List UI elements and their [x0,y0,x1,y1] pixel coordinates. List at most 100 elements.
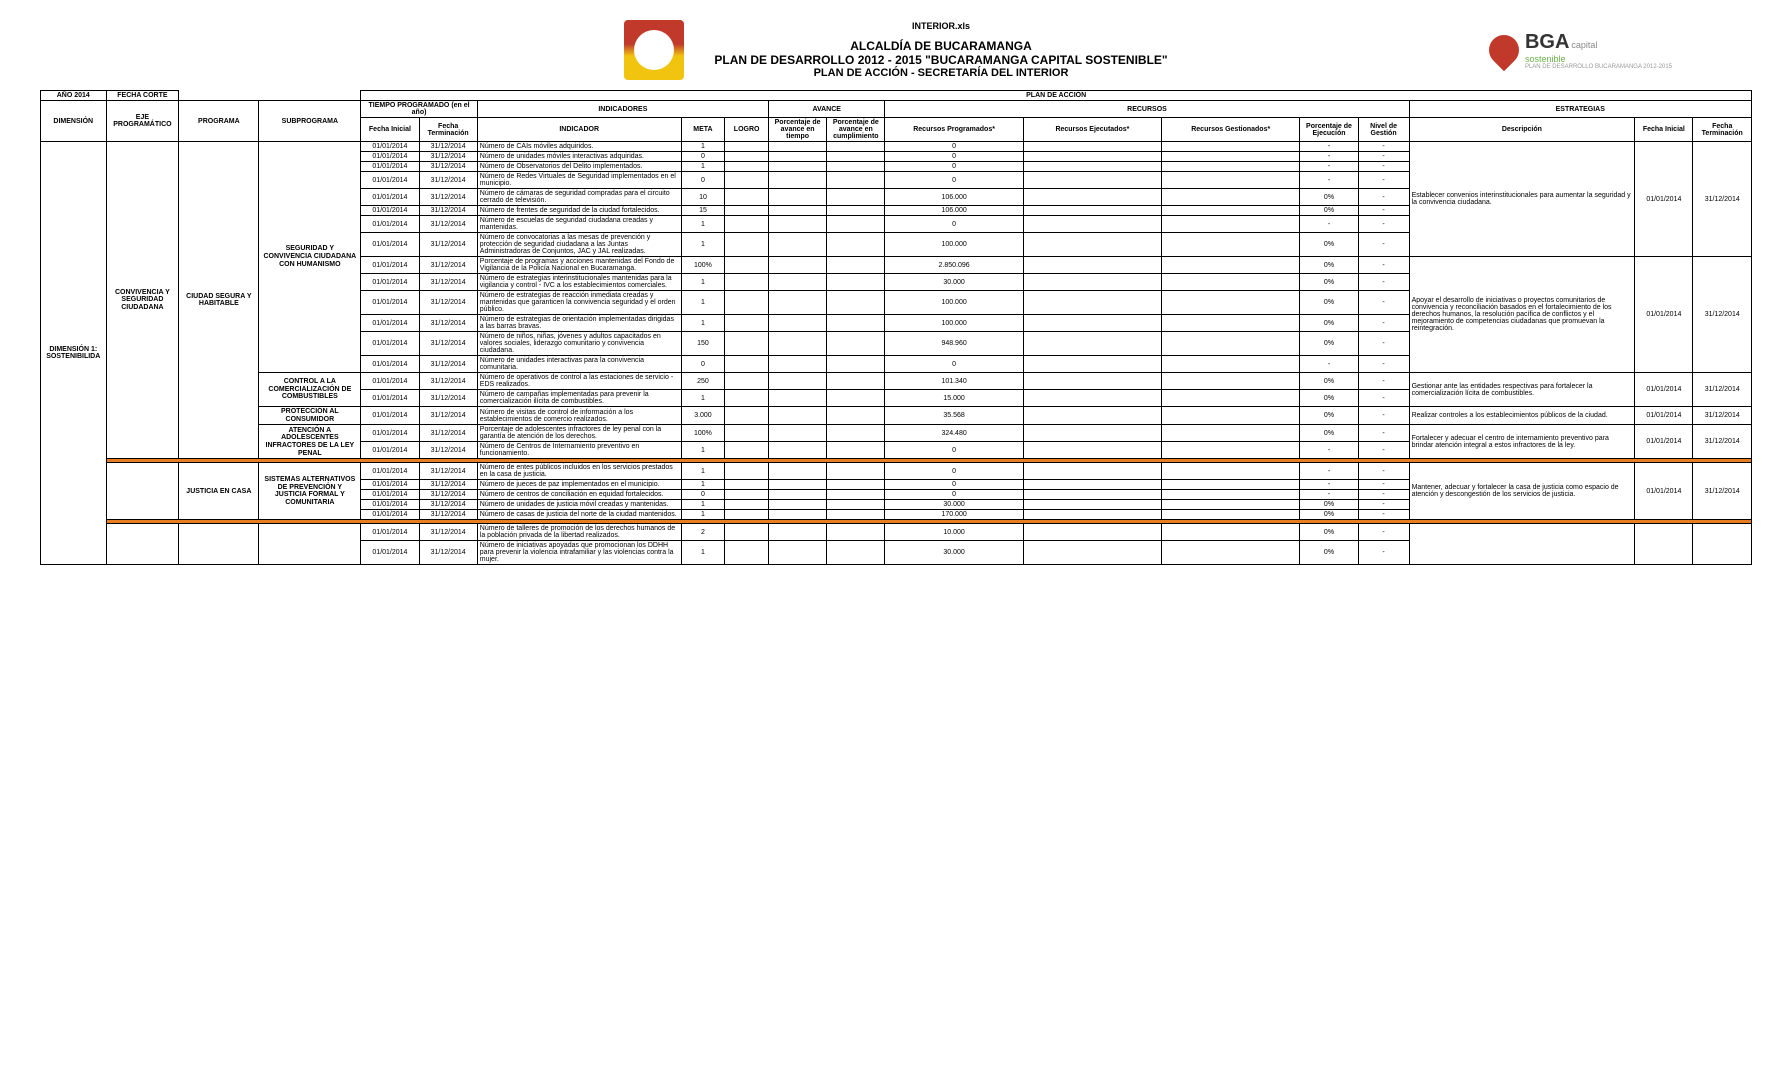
fecha-final: 31/12/2014 [419,407,477,425]
rec-prog-cell: 30.000 [885,500,1023,510]
meta-cell: 1 [681,510,725,520]
pct-ejec-cell: 0% [1300,373,1358,390]
indicador-cell: Número de entes públicos incluidos en lo… [477,463,681,480]
pct-tiempo-cell [768,425,826,442]
rec-gest-cell [1162,233,1300,257]
pct-cump-cell [827,425,885,442]
fecha-inicial: 01/01/2014 [361,356,419,373]
h-subprograma: SUBPROGRAMA [259,101,361,142]
h-efi: Fecha Inicial [1635,118,1693,142]
pct-tiempo-cell [768,216,826,233]
nivel-gest-cell: - [1358,356,1409,373]
rec-prog-cell: 30.000 [885,274,1023,291]
estrategia-desc: Fortalecer y adecuar el centro de intern… [1409,425,1635,459]
meta-cell: 100% [681,425,725,442]
pct-cump-cell [827,390,885,407]
logro-cell [725,152,769,162]
logro-cell [725,407,769,425]
rec-ejec-cell [1023,189,1161,206]
pct-ejec-cell: - [1300,463,1358,480]
meta-cell: 0 [681,356,725,373]
rec-gest-cell [1162,162,1300,172]
fecha-final: 31/12/2014 [419,500,477,510]
fecha-final: 31/12/2014 [419,490,477,500]
pct-tiempo-cell [768,500,826,510]
logro-cell [725,172,769,189]
pct-cump-cell [827,206,885,216]
pct-tiempo-cell [768,162,826,172]
dimension-cell: DIMENSIÓN 1: SOSTENIBILIDA [41,142,107,565]
indicador-cell: Número de centros de conciliación en equ… [477,490,681,500]
meta-cell: 1 [681,500,725,510]
rec-gest-cell [1162,390,1300,407]
title-line-3: PLAN DE ACCIÓN - SECRETARÍA DEL INTERIOR [714,67,1167,79]
estrategia-desc: Apoyar el desarrollo de iniciativas o pr… [1409,257,1635,373]
estrategia-fi: 01/01/2014 [1635,407,1693,425]
pct-tiempo-cell [768,480,826,490]
rec-prog-cell: 0 [885,142,1023,152]
estrategia-ff: 31/12/2014 [1693,142,1752,257]
h-ano: AÑO 2014 [41,91,107,101]
pct-ejec-cell: - [1300,172,1358,189]
indicador-cell: Número de iniciativas apoyadas que promo… [477,541,681,565]
fecha-inicial: 01/01/2014 [361,189,419,206]
fecha-inicial: 01/01/2014 [361,315,419,332]
nivel-gest-cell: - [1358,257,1409,274]
fecha-inicial: 01/01/2014 [361,510,419,520]
rec-ejec-cell [1023,480,1161,490]
indicador-cell: Número de casas de justicia del norte de… [477,510,681,520]
meta-cell: 1 [681,233,725,257]
meta-cell: 15 [681,206,725,216]
bga-sub2: sostenible [1525,54,1566,64]
fecha-inicial: 01/01/2014 [361,407,419,425]
h-programa: PROGRAMA [179,101,259,142]
h-pct-tiempo: Porcentaje de avance en tiempo [768,118,826,142]
meta-cell: 1 [681,142,725,152]
rec-gest-cell [1162,274,1300,291]
pct-tiempo-cell [768,315,826,332]
rec-ejec-cell [1023,291,1161,315]
nivel-gest-cell: - [1358,541,1409,565]
fecha-final: 31/12/2014 [419,332,477,356]
meta-cell: 1 [681,274,725,291]
indicador-cell: Número de unidades interactivas para la … [477,356,681,373]
rec-ejec-cell [1023,463,1161,480]
table-header: AÑO 2014 FECHA CORTE PLAN DE ACCIÓN DIME… [41,91,1752,142]
pct-cump-cell [827,442,885,459]
logro-cell [725,315,769,332]
rec-gest-cell [1162,172,1300,189]
h-eje: EJE PROGRAMÁTICO [106,101,179,142]
h-indicador: INDICADOR [477,118,681,142]
rec-prog-cell: 2.850.096 [885,257,1023,274]
fecha-inicial: 01/01/2014 [361,172,419,189]
fecha-inicial: 01/01/2014 [361,490,419,500]
rec-gest-cell [1162,332,1300,356]
pct-cump-cell [827,332,885,356]
rec-prog-cell: 101.340 [885,373,1023,390]
fecha-final: 31/12/2014 [419,442,477,459]
indicador-cell: Número de Centros de Internamiento preve… [477,442,681,459]
indicador-cell: Número de operativos de control a las es… [477,373,681,390]
fecha-inicial: 01/01/2014 [361,332,419,356]
fecha-final: 31/12/2014 [419,189,477,206]
rec-gest-cell [1162,216,1300,233]
meta-cell: 250 [681,373,725,390]
title-block: INTERIOR.xls ALCALDÍA DE BUCARAMANGA PLA… [714,21,1167,79]
rec-gest-cell [1162,142,1300,152]
rec-ejec-cell [1023,390,1161,407]
fecha-final: 31/12/2014 [419,373,477,390]
table-row: PROTECCIÓN AL CONSUMIDOR01/01/201431/12/… [41,407,1752,425]
rec-gest-cell [1162,490,1300,500]
h-ff: Fecha Terminación [419,118,477,142]
logro-cell [725,524,769,541]
meta-cell: 1 [681,480,725,490]
pct-ejec-cell: - [1300,162,1358,172]
pct-ejec-cell: 0% [1300,407,1358,425]
pct-cump-cell [827,490,885,500]
fecha-inicial: 01/01/2014 [361,541,419,565]
city-crest-logo [624,20,684,80]
pct-tiempo-cell [768,152,826,162]
file-label: INTERIOR.xls [714,21,1167,31]
rec-ejec-cell [1023,500,1161,510]
nivel-gest-cell: - [1358,500,1409,510]
